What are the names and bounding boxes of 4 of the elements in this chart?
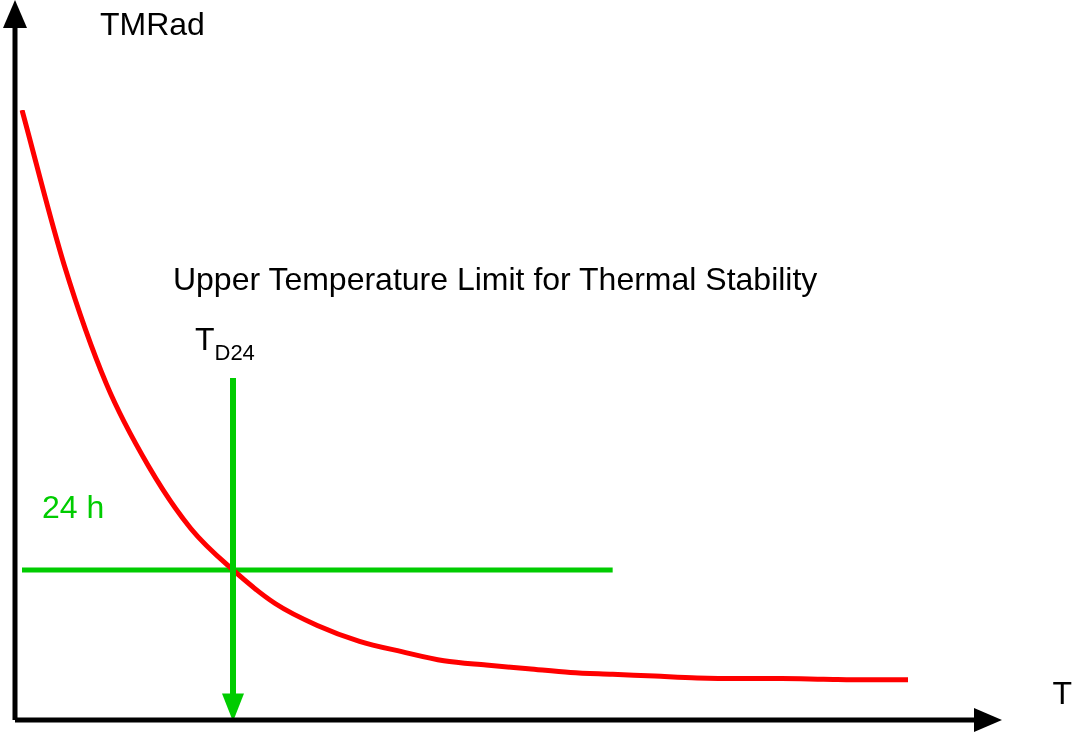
annotation: Upper Temperature Limit for Thermal Stability [172, 261, 818, 298]
series-label: 24 h [42, 488, 105, 525]
x-axis-title: T [1052, 675, 1072, 711]
y-axis-title: TMRad [100, 6, 205, 42]
